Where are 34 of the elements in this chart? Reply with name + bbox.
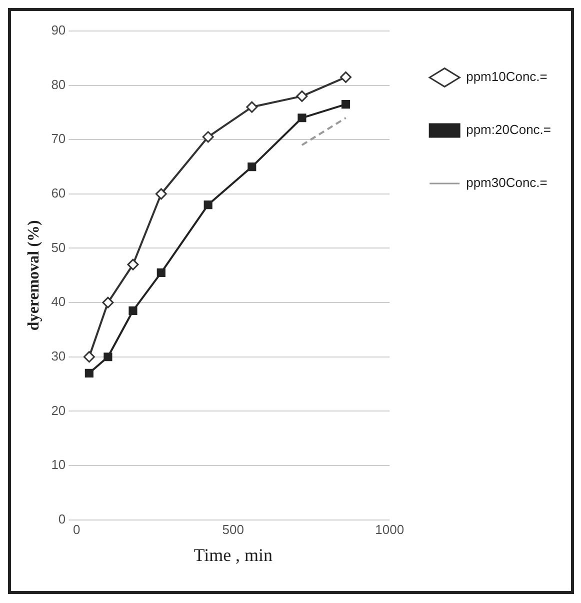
y-tick-label: 60 xyxy=(51,186,66,201)
y-tick-label: 80 xyxy=(51,76,66,92)
point xyxy=(127,258,139,270)
point xyxy=(340,71,352,83)
point xyxy=(204,200,212,210)
y-tick-label: 0 xyxy=(58,511,66,526)
point xyxy=(298,114,306,122)
y-tick-label: 70 xyxy=(51,131,66,146)
x-tick-label: 500 xyxy=(222,522,244,538)
point xyxy=(202,131,214,143)
point xyxy=(246,101,258,113)
x-tick-label: 1000 xyxy=(375,522,404,538)
y-tick-label: 30 xyxy=(51,348,66,364)
legend-label: ppm:20Conc.= xyxy=(466,122,552,138)
point xyxy=(248,162,256,172)
y-tick-label: 10 xyxy=(51,457,66,472)
y-tick-label: 50 xyxy=(51,240,66,255)
point xyxy=(156,268,166,277)
y-tick-label: 90 xyxy=(51,22,66,38)
y-tick-label: 40 xyxy=(51,294,66,310)
point xyxy=(84,368,94,378)
y-tick-label: 20 xyxy=(51,402,66,418)
x-axis-title: Time , min xyxy=(194,544,273,565)
point xyxy=(341,100,350,109)
point xyxy=(128,306,138,315)
legend-label: ppm10Conc.= xyxy=(466,69,548,84)
point xyxy=(155,188,167,200)
y-axis-title: dyeremoval (%) xyxy=(26,220,43,331)
point xyxy=(83,351,95,363)
point xyxy=(102,296,114,308)
x-tick-label: 0 xyxy=(73,522,80,538)
point xyxy=(296,90,308,102)
point xyxy=(104,352,112,362)
legend-label: ppm30Conc.= xyxy=(466,175,548,190)
